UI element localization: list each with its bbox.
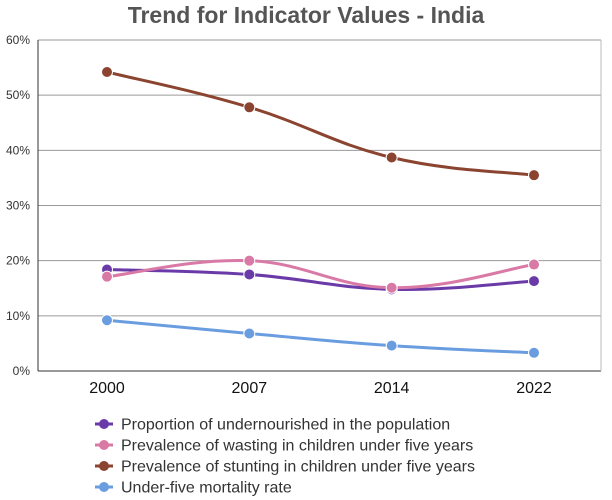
x-tick-label: 2007 — [232, 380, 268, 397]
data-point[interactable] — [528, 346, 540, 359]
data-point[interactable] — [243, 327, 256, 340]
data-point[interactable] — [528, 275, 540, 288]
x-tick-label: 2000 — [89, 380, 125, 397]
data-point[interactable] — [101, 65, 113, 78]
series-2 — [101, 65, 540, 182]
y-tick-label: 40% — [6, 143, 30, 157]
series-line — [105, 318, 536, 355]
legend-item[interactable]: Under-five mortality rate — [95, 480, 292, 497]
legend-label: Prevalence of wasting in children under … — [121, 438, 473, 455]
data-point[interactable] — [385, 339, 398, 352]
series-line — [105, 258, 536, 290]
data-point[interactable] — [385, 281, 398, 294]
data-point[interactable] — [101, 270, 113, 283]
series-line — [105, 267, 536, 291]
series-line — [105, 70, 536, 177]
legend-item[interactable]: Prevalence of wasting in children under … — [95, 438, 473, 455]
data-point[interactable] — [243, 254, 256, 267]
data-point[interactable] — [101, 314, 113, 327]
y-tick-label: 50% — [6, 88, 30, 102]
legend-label: Prevalence of stunting in children under… — [121, 459, 475, 476]
legend: Proportion of undernourished in the popu… — [95, 417, 475, 497]
data-point[interactable] — [528, 258, 540, 271]
legend-item[interactable]: Prevalence of stunting in children under… — [95, 459, 475, 476]
axes: 0% 10% 20% 30% 40% 50% 60% 2000 2007 2014 2022 — [6, 33, 602, 397]
x-tick-label: 2022 — [516, 380, 552, 397]
legend-item[interactable]: Proportion of undernourished in the popu… — [95, 417, 450, 434]
data-point[interactable] — [243, 268, 256, 281]
chart-title: Trend for Indicator Values - India — [128, 2, 485, 28]
gridlines — [38, 39, 601, 372]
data-point[interactable] — [528, 169, 540, 182]
legend-swatch-marker — [99, 419, 109, 429]
series-1 — [101, 254, 540, 294]
legend-label: Under-five mortality rate — [121, 480, 292, 497]
series-lines — [101, 65, 540, 359]
y-tick-label: 30% — [6, 199, 30, 213]
y-tick-label: 0% — [13, 364, 31, 378]
data-point[interactable] — [243, 101, 256, 114]
series-3 — [101, 314, 540, 359]
legend-label: Proportion of undernourished in the popu… — [121, 417, 450, 434]
legend-swatch-marker — [99, 482, 109, 492]
y-tick-label: 10% — [6, 309, 30, 323]
x-tick-label: 2014 — [374, 380, 410, 397]
data-point[interactable] — [385, 151, 398, 164]
y-tick-label: 20% — [6, 254, 30, 268]
y-tick-label: 60% — [6, 33, 30, 47]
legend-swatch-marker — [99, 461, 109, 471]
legend-swatch-marker — [99, 440, 109, 450]
